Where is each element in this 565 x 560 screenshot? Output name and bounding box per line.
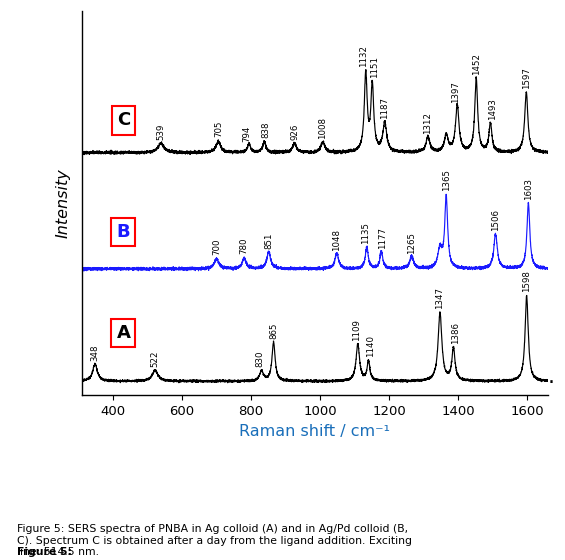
Text: 1312: 1312 [423,112,432,134]
Text: B: B [116,223,130,241]
Text: 1493: 1493 [488,98,497,120]
Text: 1265: 1265 [407,231,416,254]
Text: 1397: 1397 [451,81,460,102]
Text: 1386: 1386 [451,322,460,344]
Text: 794: 794 [242,125,251,142]
Text: C: C [117,111,130,129]
Text: Figure 5: SERS spectra of PNBA in Ag colloid (A) and in Ag/Pd colloid (B,
C). Sp: Figure 5: SERS spectra of PNBA in Ag col… [17,524,412,557]
Text: 539: 539 [157,124,166,140]
Text: 1365: 1365 [442,169,451,191]
Text: 1603: 1603 [524,178,533,200]
Text: 1151: 1151 [370,56,379,78]
Text: 1048: 1048 [332,228,341,251]
Text: 522: 522 [151,351,160,367]
Text: Figure 5:: Figure 5: [17,547,72,557]
Text: 1008: 1008 [319,117,328,139]
Text: 926: 926 [290,124,299,140]
X-axis label: Raman shift / cm⁻¹: Raman shift / cm⁻¹ [240,424,390,440]
Text: 1506: 1506 [491,209,500,231]
Text: 348: 348 [90,345,99,361]
Text: 1135: 1135 [360,222,370,244]
Text: 851: 851 [264,232,273,249]
Text: 700: 700 [212,239,221,255]
Y-axis label: Intensity: Intensity [56,168,71,238]
Text: 1140: 1140 [366,334,375,357]
Text: 830: 830 [255,351,264,367]
Text: 705: 705 [214,120,223,137]
Text: 1109: 1109 [351,319,360,341]
Text: 780: 780 [240,238,249,254]
Text: 1598: 1598 [522,270,531,292]
Text: 1452: 1452 [472,53,481,75]
Text: 1177: 1177 [379,227,388,249]
Text: 838: 838 [262,122,271,138]
Text: 1597: 1597 [522,68,531,90]
Text: A: A [116,324,131,342]
Text: 1187: 1187 [380,97,389,119]
Text: 865: 865 [269,323,278,339]
Text: 1132: 1132 [359,44,368,67]
Text: ·: · [547,374,554,393]
Text: 1347: 1347 [436,287,445,309]
